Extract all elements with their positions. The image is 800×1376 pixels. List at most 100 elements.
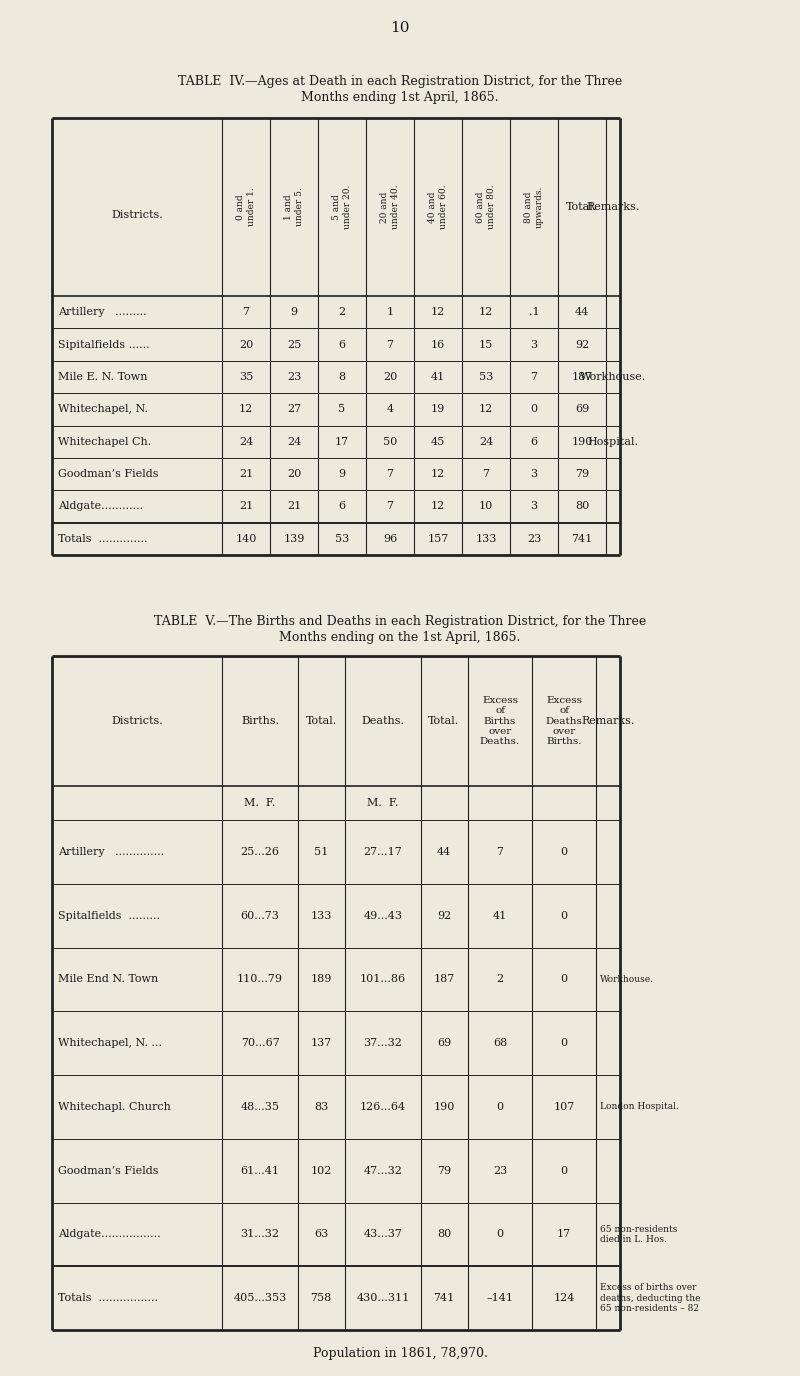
- Text: 24: 24: [479, 436, 493, 447]
- Text: M.  F.: M. F.: [244, 798, 276, 808]
- Text: 157: 157: [427, 534, 449, 544]
- Text: 53: 53: [335, 534, 349, 544]
- Text: 25: 25: [287, 340, 301, 350]
- Text: 21: 21: [239, 469, 253, 479]
- Text: 45: 45: [431, 436, 445, 447]
- Text: 12: 12: [479, 405, 493, 414]
- Text: 12: 12: [431, 469, 445, 479]
- Text: 1 and
under 5.: 1 and under 5.: [284, 187, 304, 227]
- Text: 126...64: 126...64: [360, 1102, 406, 1112]
- Text: 7: 7: [497, 846, 503, 857]
- Text: 133: 133: [310, 911, 332, 921]
- Text: Mile End N. Town: Mile End N. Town: [58, 974, 158, 984]
- Text: Workhouse.: Workhouse.: [580, 372, 646, 383]
- Text: Population in 1861, 78,970.: Population in 1861, 78,970.: [313, 1347, 487, 1361]
- Text: London Hospital.: London Hospital.: [600, 1102, 678, 1112]
- Text: 41: 41: [493, 911, 507, 921]
- Text: 12: 12: [239, 405, 253, 414]
- Text: 3: 3: [530, 469, 538, 479]
- Text: 107: 107: [554, 1102, 574, 1112]
- Text: 139: 139: [283, 534, 305, 544]
- Text: Whitechapel Ch.: Whitechapel Ch.: [58, 436, 151, 447]
- Text: Total.: Total.: [566, 202, 598, 212]
- Text: 23: 23: [287, 372, 301, 383]
- Text: 41: 41: [431, 372, 445, 383]
- Text: 3: 3: [530, 340, 538, 350]
- Text: 741: 741: [571, 534, 593, 544]
- Text: 20 and
under 40.: 20 and under 40.: [380, 184, 400, 230]
- Text: 23: 23: [527, 534, 541, 544]
- Text: 65 non-residents
died in L. Hos.: 65 non-residents died in L. Hos.: [600, 1225, 678, 1244]
- Text: 7: 7: [530, 372, 538, 383]
- Text: Excess of births over
deaths, deducting the
65 non-residents – 82: Excess of births over deaths, deducting …: [600, 1284, 701, 1313]
- Text: 405...353: 405...353: [234, 1293, 286, 1303]
- Text: 61...41: 61...41: [241, 1165, 279, 1175]
- Text: 49...43: 49...43: [363, 911, 402, 921]
- Text: 21: 21: [287, 501, 301, 512]
- Text: 20: 20: [239, 340, 253, 350]
- Text: Whitechapel, N. ...: Whitechapel, N. ...: [58, 1038, 162, 1049]
- Text: 37...32: 37...32: [363, 1038, 402, 1049]
- Text: 0: 0: [561, 974, 567, 984]
- Text: 51: 51: [314, 846, 328, 857]
- Text: 44: 44: [575, 307, 589, 318]
- Text: 23: 23: [493, 1165, 507, 1175]
- Text: 5: 5: [338, 405, 346, 414]
- Text: 0: 0: [561, 911, 567, 921]
- Text: 60 and
under 80.: 60 and under 80.: [476, 184, 496, 230]
- Text: Total.: Total.: [428, 716, 460, 727]
- Text: Workhouse.: Workhouse.: [600, 974, 654, 984]
- Text: Whitechapel, N.: Whitechapel, N.: [58, 405, 148, 414]
- Text: 35: 35: [239, 372, 253, 383]
- Text: 7: 7: [386, 340, 394, 350]
- Text: 24: 24: [287, 436, 301, 447]
- Text: 190: 190: [571, 436, 593, 447]
- Text: Remarks.: Remarks.: [582, 716, 634, 727]
- Text: 68: 68: [493, 1038, 507, 1049]
- Text: –141: –141: [486, 1293, 514, 1303]
- Text: Births.: Births.: [241, 716, 279, 727]
- Text: .1: .1: [529, 307, 539, 318]
- Text: 53: 53: [479, 372, 493, 383]
- Text: Remarks.: Remarks.: [586, 202, 640, 212]
- Text: 31...32: 31...32: [241, 1229, 279, 1240]
- Text: Aldgate............: Aldgate............: [58, 501, 143, 512]
- Text: 80 and
upwards.: 80 and upwards.: [524, 186, 544, 228]
- Text: 27...17: 27...17: [364, 846, 402, 857]
- Text: 6: 6: [338, 340, 346, 350]
- Text: 2: 2: [338, 307, 346, 318]
- Text: 27: 27: [287, 405, 301, 414]
- Text: TABLE  IV.—Ages at Death in each Registration District, for the Three: TABLE IV.—Ages at Death in each Registra…: [178, 74, 622, 88]
- Text: Aldgate.................: Aldgate.................: [58, 1229, 161, 1240]
- Text: Mile E. N. Town: Mile E. N. Town: [58, 372, 147, 383]
- Text: Districts.: Districts.: [111, 211, 163, 220]
- Text: 190: 190: [434, 1102, 454, 1112]
- Text: Months ending on the 1st April, 1865.: Months ending on the 1st April, 1865.: [279, 632, 521, 644]
- Text: 7: 7: [482, 469, 490, 479]
- Text: 50: 50: [383, 436, 397, 447]
- Text: 430...311: 430...311: [356, 1293, 410, 1303]
- Text: 16: 16: [431, 340, 445, 350]
- Text: 6: 6: [338, 501, 346, 512]
- Text: 758: 758: [310, 1293, 332, 1303]
- Text: M.  F.: M. F.: [367, 798, 398, 808]
- Text: 6: 6: [530, 436, 538, 447]
- Text: 0: 0: [530, 405, 538, 414]
- Text: 0: 0: [497, 1102, 503, 1112]
- Text: 187: 187: [571, 372, 593, 383]
- Text: 12: 12: [431, 307, 445, 318]
- Text: 15: 15: [479, 340, 493, 350]
- Text: 25...26: 25...26: [241, 846, 279, 857]
- Text: 741: 741: [434, 1293, 454, 1303]
- Text: 187: 187: [434, 974, 454, 984]
- Text: 0: 0: [561, 1038, 567, 1049]
- Text: 17: 17: [557, 1229, 571, 1240]
- Text: 0: 0: [497, 1229, 503, 1240]
- Text: 12: 12: [431, 501, 445, 512]
- Text: Sipitalfields ......: Sipitalfields ......: [58, 340, 150, 350]
- Text: 7: 7: [386, 469, 394, 479]
- Text: Totals  ..............: Totals ..............: [58, 534, 147, 544]
- Text: 9: 9: [290, 307, 298, 318]
- Text: Hospital.: Hospital.: [587, 436, 638, 447]
- Text: 80: 80: [575, 501, 589, 512]
